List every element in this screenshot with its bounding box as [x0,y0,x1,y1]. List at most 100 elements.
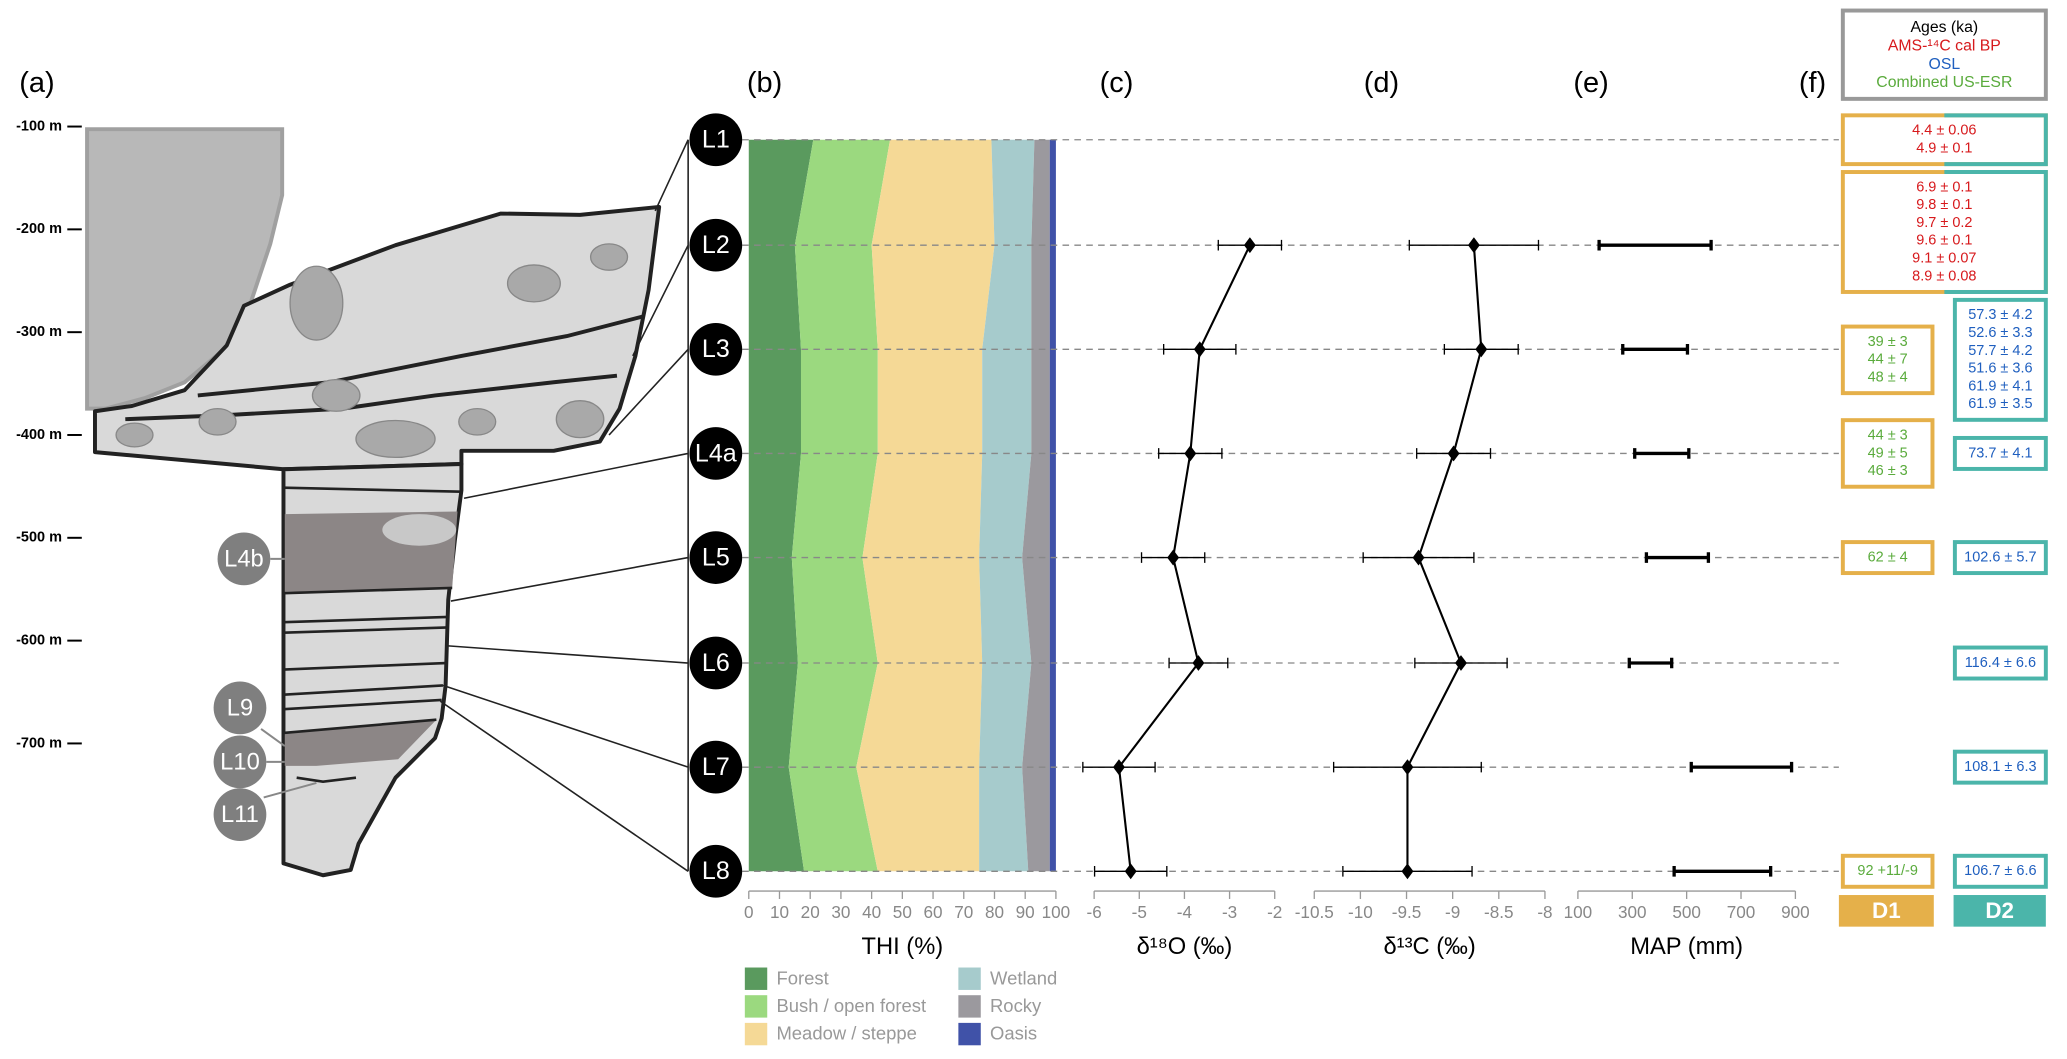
clast [589,243,629,271]
data-point [1447,445,1460,462]
x-axis-label: δ¹⁸O (‰) [1137,934,1233,960]
x-axis-label: THI (%) [862,934,944,960]
age-box [1952,297,2048,422]
age-box [1840,853,1935,889]
x-tick-label: 300 [1618,902,1647,922]
x-tick-label: 40 [862,902,881,922]
range-bar [1672,866,1773,877]
age-value: 39 ± 3 [1868,334,1908,350]
legend-swatch [958,995,981,1018]
x-tick-label: 0 [744,902,754,922]
data-point [1412,549,1425,566]
age-box [1840,418,1935,489]
age-box [1840,170,2048,294]
level-badge [689,844,743,898]
level-label: L6 [702,649,730,677]
layer-badge [213,788,267,841]
ages-method: Combined US-ESR [1876,74,2012,91]
ages-method: OSL [1929,56,1961,73]
level-label: L4a [695,439,737,467]
level-badge [689,113,743,167]
legend-swatch [744,995,768,1018]
age-value: 44 ± 7 [1868,352,1908,368]
area-band [1022,139,1050,872]
layer-badge [213,735,267,789]
data-point [1184,445,1197,462]
clast [555,400,605,439]
proxy-panels: 0 10 20 30 40 50 60 70 80 90 100 THI (%) L1 L2 L3 L4a L5… [689,8,2048,960]
x-tick-label: 50 [893,902,912,922]
x-tick-label: 20 [801,902,820,922]
layer-label: L11 [221,802,259,828]
depth-tick-label: -600 m [16,632,62,648]
age-value: 92 +11/-9 [1857,863,1918,879]
x-tick-label: -8.5 [1484,902,1514,922]
legend-swatch [744,967,768,990]
connector [439,139,689,872]
age-value: 57.7 ± 4.2 [1968,343,2032,359]
legend-label: Oasis [990,1023,1037,1044]
layer-line [283,486,462,783]
data-point [1192,655,1205,671]
x-tick-label: 60 [924,902,943,922]
legend-swatch [744,1022,768,1046]
panel-label: (a) [19,67,54,99]
data-point [1401,863,1414,880]
age-box [1840,324,1935,396]
age-value: 106.7 ± 6.6 [1964,863,2036,879]
age-value: 61.9 ± 3.5 [1968,396,2032,412]
level-badge [689,531,743,584]
stratigraphy: (a) (b) (c) (d) (e) (f) L4b L9 L10 L11 -100 m -200 … [16,67,1826,878]
depth-tick-label: -400 m [16,427,62,443]
column-footer [1953,895,2046,927]
x-tick-label: 90 [1016,902,1035,922]
age-value: 9.7 ± 0.2 [1916,215,1972,231]
legend-label: Meadow / steppe [776,1023,916,1044]
age-box-edge [1944,113,2048,167]
data-point [1401,759,1414,776]
thi-panel: Forest Bush / open forest Meadow / steppe W… [744,139,1057,1046]
age-value: 4.4 ± 0.06 [1912,123,1976,139]
data-point [1124,863,1137,880]
level-label: L5 [702,544,730,572]
ages-key-box [1840,8,2048,101]
data-point [1467,237,1480,254]
dark-layer [284,719,437,766]
legend-label: Bush / open forest [776,995,926,1016]
data-point [1243,237,1256,254]
layer-label: L9 [227,695,253,721]
x-tick-label: -5 [1132,902,1147,922]
age-value: 116.4 ± 6.6 [1965,655,2036,671]
legend-swatch [958,1022,981,1046]
age-value: 52.6 ± 3.3 [1968,325,2032,341]
x-tick-label: 100 [1564,902,1593,922]
level-badge [689,322,743,376]
age-box [1952,540,2048,576]
panel-label: (f) [1799,67,1826,99]
layer-boundary [197,314,644,398]
range-bar [1597,239,1713,251]
x-tick-label: -9.5 [1392,902,1422,922]
data-point [1167,549,1180,566]
depth-tick-label: -200 m [16,221,62,237]
x-tick-label: -8 [1537,902,1552,922]
panel-label: (c) [1100,67,1134,99]
column-label: D1 [1872,898,1901,923]
ages-method: AMS-¹⁴C cal BP [1888,37,2001,54]
legend-label: Forest [776,967,828,988]
depth-tick-label: -300 m [16,324,62,340]
x-tick-label: 900 [1781,902,1810,922]
panel-label: (d) [1364,67,1399,99]
level-label: L3 [702,335,730,363]
level-label: L8 [702,857,730,885]
age-value: 46 ± 3 [1868,463,1908,479]
clast [198,407,237,436]
clast [311,378,361,412]
age-box [1952,749,2048,785]
light-patch [382,514,457,546]
level-label: L1 [702,126,730,154]
age-box [1840,540,1935,576]
area-band [788,139,891,872]
area-band [979,139,1035,872]
